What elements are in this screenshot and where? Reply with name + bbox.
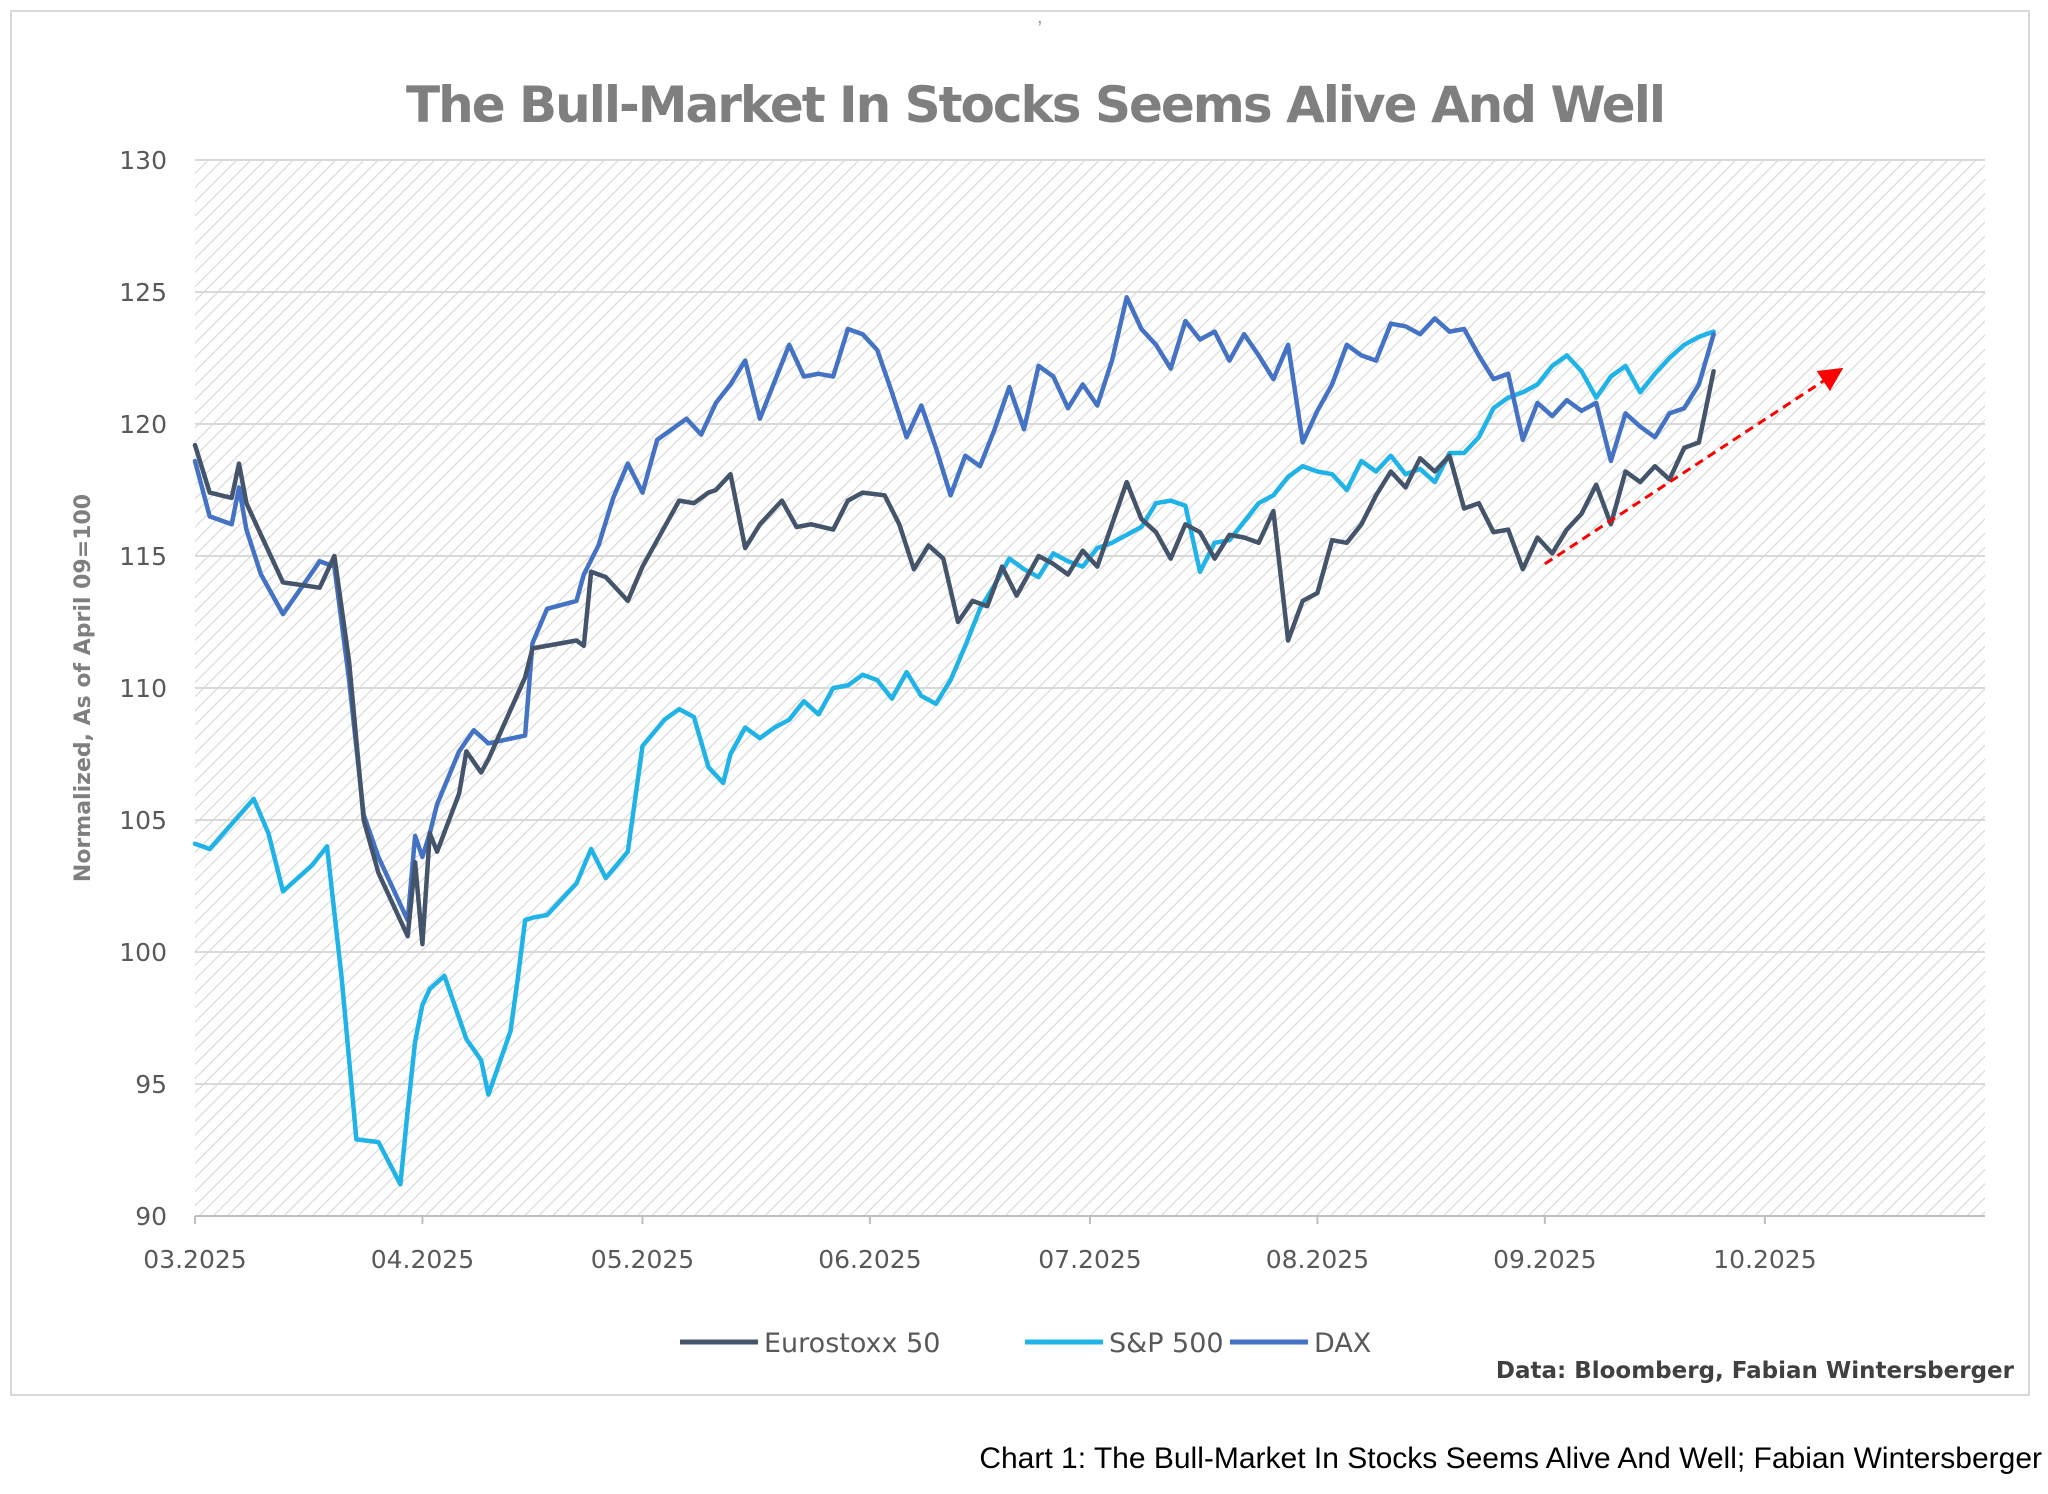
y-tick-label: 95 <box>135 1070 167 1099</box>
y-tick-label: 105 <box>119 806 167 835</box>
x-tick-label: 03.2025 <box>143 1245 246 1274</box>
y-tick-label: 125 <box>119 278 167 307</box>
series-line-sp500 <box>192 329 1716 1187</box>
trend-arrow-line <box>1544 367 1844 566</box>
source-note: Data: Bloomberg, Fabian Wintersberger <box>1496 1358 2015 1384</box>
y-tick-label: 110 <box>119 674 167 703</box>
chart-title: The Bull-Market In Stocks Seems Alive An… <box>406 76 1664 134</box>
y-tick-label: 130 <box>119 146 167 175</box>
series-lines <box>192 295 1716 1187</box>
legend-label-eurostoxx: Eurostoxx 50 <box>764 1328 940 1359</box>
legend-label-sp500: S&P 500 <box>1109 1328 1224 1359</box>
top-mark: , <box>1037 6 1043 28</box>
legend: Eurostoxx 50 S&P 500 DAX <box>680 1328 1371 1359</box>
y-axis: 90 95 100 105 110 115 120 125 130 <box>119 146 167 1231</box>
y-tick-label: 115 <box>119 542 167 571</box>
y-tick-label: 120 <box>119 410 167 439</box>
series-line-eurostoxx <box>192 368 1716 947</box>
x-tick-label: 06.2025 <box>818 1245 921 1274</box>
y-axis-label: Normalized, As of April 09=100 <box>71 494 96 882</box>
y-tick-label: 90 <box>135 1202 167 1231</box>
x-tick-label: 04.2025 <box>371 1245 474 1274</box>
chart: The Bull-Market In Stocks Seems Alive An… <box>71 76 2015 1384</box>
y-tick-label: 100 <box>119 938 167 967</box>
series-line-dax <box>192 295 1716 923</box>
x-tick-label: 07.2025 <box>1038 1245 1141 1274</box>
chart-frame: , <box>10 6 2030 1396</box>
x-tick-label: 08.2025 <box>1266 1245 1369 1274</box>
x-tick-label: 10.2025 <box>1713 1245 1816 1274</box>
x-tick-label: 05.2025 <box>591 1245 694 1274</box>
legend-label-dax: DAX <box>1314 1328 1371 1359</box>
trend-arrow <box>1544 367 1844 566</box>
x-axis: 03.2025 04.2025 05.2025 06.2025 07.2025 08.20… <box>143 1216 1817 1274</box>
figure-caption: Chart 1: The Bull-Market In Stocks Seems… <box>979 1442 2042 1475</box>
x-tick-label: 09.2025 <box>1493 1245 1596 1274</box>
